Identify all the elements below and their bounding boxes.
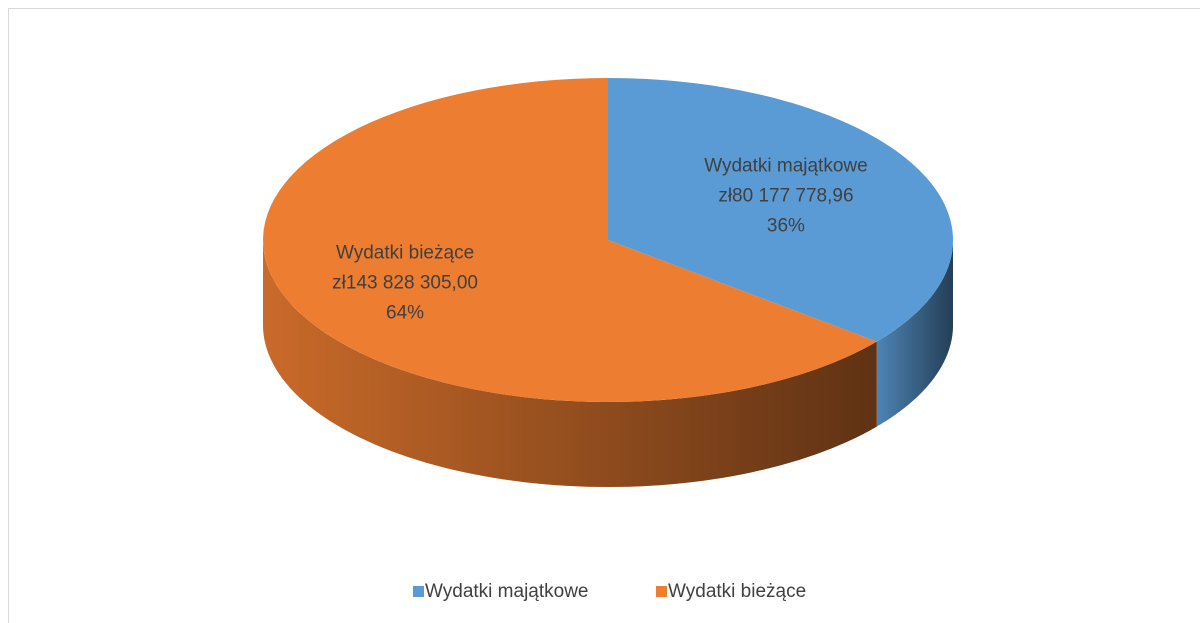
chart-frame <box>8 8 1200 623</box>
data-label-percent: 36% <box>767 216 805 237</box>
data-label-name: Wydatki bieżące <box>336 242 474 263</box>
pie: Wydatki majątkowe zł80 177 778,96 36% Wydat… <box>263 78 953 487</box>
legend-swatch <box>413 586 424 597</box>
data-label-percent: 64% <box>386 302 424 323</box>
data-label-value: zł143 828 305,00 <box>332 272 478 293</box>
side-shade <box>263 240 877 487</box>
side-shade <box>876 240 953 427</box>
legend-swatch <box>656 586 667 597</box>
legend-label: Wydatki bieżące <box>668 581 806 602</box>
legend: Wydatki majątkowe Wydatki bieżące <box>413 581 806 602</box>
slice <box>263 78 877 402</box>
slice <box>608 78 953 342</box>
data-label-value: zł80 177 778,96 <box>718 186 853 207</box>
data-label-name: Wydatki majątkowe <box>704 156 868 177</box>
legend-label: Wydatki majątkowe <box>425 581 589 602</box>
